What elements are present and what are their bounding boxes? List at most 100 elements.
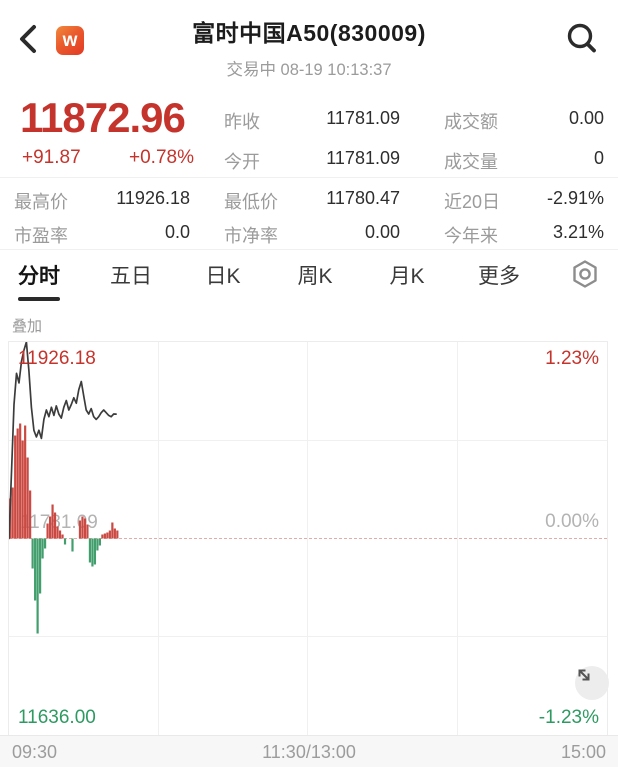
- x-axis-label-midday: 11:30/13:00: [262, 742, 356, 762]
- tab-label: 周K: [297, 265, 333, 288]
- x-axis-label-close: 15:00: [560, 742, 606, 762]
- chart-period-tab-bar: 分时 五日 日K 周K 月K 更多: [0, 256, 618, 308]
- tab-monthly-k[interactable]: 月K: [386, 256, 428, 301]
- volume-bar: [51, 504, 54, 539]
- volume-bar: [56, 526, 59, 539]
- price-change: +91.87: [22, 147, 81, 168]
- volume-bar: [29, 490, 32, 539]
- divider: [0, 249, 618, 250]
- pct-label-high: 1.23%: [545, 348, 599, 369]
- stat-value: 11781.09: [326, 108, 400, 128]
- tab-weekly-k[interactable]: 周K: [294, 256, 336, 301]
- divider: [0, 177, 618, 178]
- volume-bar: [86, 524, 89, 539]
- volume-bar: [96, 538, 99, 551]
- prev-close-dashed-line: [9, 538, 607, 539]
- volume-bar: [103, 533, 106, 539]
- price-line: [9, 342, 117, 540]
- stat-label: 近20日: [444, 192, 501, 212]
- stat-value: 11781.09: [326, 148, 400, 168]
- horizontal-gridline: [9, 440, 607, 441]
- price-change-row: +91.87 +0.78%: [22, 147, 194, 169]
- tab-label: 月K: [389, 265, 425, 288]
- volume-bar: [43, 538, 47, 549]
- stat-label: 最低价: [224, 192, 278, 212]
- stat-label: 市盈率: [14, 226, 68, 246]
- stat-value: 0.00: [364, 222, 400, 242]
- active-tab-underline: [294, 297, 336, 301]
- tab-five-day[interactable]: 五日: [110, 256, 152, 301]
- volume-bar: [88, 538, 92, 563]
- stat-value: 0.00: [568, 108, 604, 128]
- volume-bar: [39, 538, 42, 594]
- volume-bar: [108, 530, 111, 539]
- stat-label: 成交量: [444, 152, 498, 172]
- stat-label: 今年来: [444, 226, 498, 246]
- settings-icon: [570, 260, 600, 293]
- fullscreen-button[interactable]: [575, 666, 609, 700]
- volume-bar: [21, 440, 24, 539]
- volume-bar: [111, 522, 114, 539]
- volume-bar: [63, 538, 67, 545]
- header-title-block: 富时中国A50(830009) 交易中 08-19 10:13:37: [90, 14, 528, 80]
- volume-bar: [34, 538, 37, 601]
- volume-bar: [113, 528, 116, 539]
- chevron-left-icon: [15, 24, 41, 58]
- stat-value: 0.0: [164, 222, 190, 242]
- volume-bar: [41, 538, 44, 559]
- chart-settings-button[interactable]: [570, 256, 600, 293]
- tab-label: 分时: [18, 265, 60, 288]
- volume-bar: [48, 516, 52, 539]
- price-line-and-volume-svg: [9, 342, 119, 634]
- volume-bar: [36, 538, 39, 634]
- overlay-compare-button[interactable]: 叠加: [12, 318, 43, 335]
- tab-label: 更多: [478, 265, 520, 288]
- tab-daily-k[interactable]: 日K: [202, 256, 244, 301]
- intraday-chart[interactable]: 11926.18 11781.09 11636.00 1.23% 0.00% -…: [8, 341, 609, 736]
- stat-label: 今开: [224, 152, 260, 172]
- stat-value: 3.21%: [552, 222, 604, 242]
- volume-bar: [31, 538, 34, 569]
- tab-intraday[interactable]: 分时: [18, 256, 60, 301]
- volume-bar: [93, 538, 97, 565]
- volume-bar: [78, 520, 82, 539]
- back-button[interactable]: [12, 22, 44, 58]
- stat-label: 昨收: [224, 112, 260, 132]
- pct-label-low: -1.23%: [538, 707, 599, 728]
- search-icon: [565, 23, 599, 59]
- volume-bar: [81, 516, 84, 539]
- volume-bar: [26, 457, 29, 539]
- volume-bar: [11, 487, 14, 539]
- stat-value: 11926.18: [116, 188, 190, 208]
- volume-bar: [58, 530, 62, 539]
- stat-value: 0: [593, 148, 604, 168]
- stat-label: 最高价: [14, 192, 68, 212]
- x-axis-label-open: 09:30: [12, 742, 58, 762]
- active-tab-underline: [386, 297, 428, 301]
- page-title: 富时中国A50(830009): [192, 20, 426, 46]
- pct-label-zero: 0.00%: [545, 511, 599, 532]
- tab-more[interactable]: 更多: [478, 256, 520, 301]
- volume-bar: [116, 530, 119, 539]
- y-label-high: 11926.18: [18, 348, 96, 369]
- stat-value: 11780.47: [326, 188, 400, 208]
- volume-bar: [106, 532, 109, 539]
- active-tab-underline: [202, 297, 244, 301]
- volume-bar: [19, 423, 22, 539]
- search-button[interactable]: [564, 22, 600, 58]
- volume-bar: [61, 534, 64, 539]
- stat-value: -2.91%: [546, 188, 604, 208]
- y-label-prev-close: 11781.09: [20, 512, 98, 533]
- stat-label: 成交额: [444, 112, 498, 132]
- volume-bar: [71, 538, 74, 552]
- tab-label: 五日: [110, 265, 152, 288]
- trading-status-timestamp: 交易中 08-19 10:13:37: [226, 61, 392, 79]
- active-tab-underline: [18, 297, 60, 301]
- active-tab-underline: [110, 297, 152, 301]
- wind-app-logo[interactable]: w: [56, 26, 84, 55]
- volume-bar: [83, 518, 87, 539]
- time-axis: 09:30 11:30/13:00 15:00: [0, 735, 618, 767]
- tab-label: 日K: [205, 265, 241, 288]
- volume-bar: [46, 523, 49, 539]
